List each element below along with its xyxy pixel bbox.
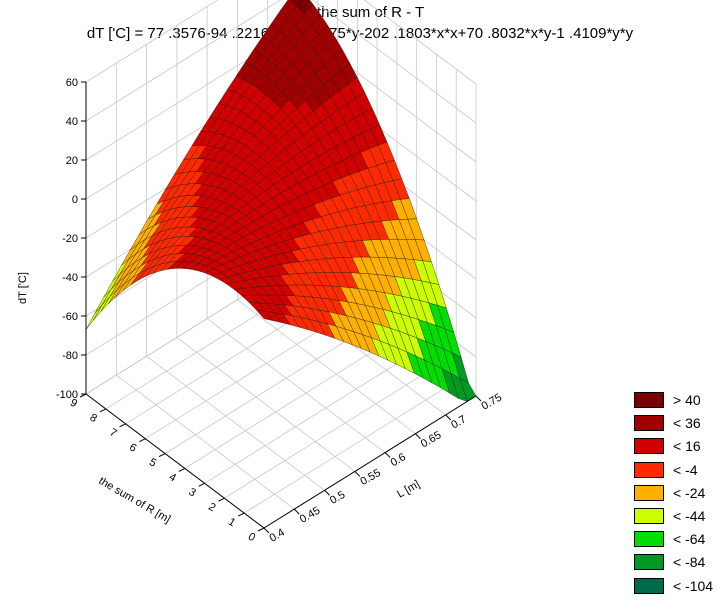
x-tick-label: 0.55 (358, 467, 383, 488)
legend-item: < -64 (634, 527, 720, 550)
surface-mesh (85, 0, 477, 402)
y-tick-label: 3 (187, 486, 198, 499)
legend-item: < -104 (634, 574, 720, 597)
legend-item: < 16 (634, 434, 720, 457)
z-axis-label: dT ['C] (17, 272, 29, 304)
legend-swatch (634, 392, 664, 408)
legend-label: < 16 (673, 438, 701, 455)
z-tick-label: -100 (56, 389, 78, 401)
legend-swatch (634, 531, 664, 548)
surface-patch (85, 304, 103, 330)
legend-item: < 36 (634, 411, 720, 434)
x-axis-label: L [m] (395, 478, 422, 500)
y-tick-mark (178, 467, 186, 472)
legend-item: < -24 (634, 481, 720, 504)
y-tick-label: 2 (206, 501, 217, 514)
axis-ticks: 0.40.450.50.550.60.650.70.75012345678960… (56, 77, 504, 545)
legend-item: < -84 (634, 550, 720, 573)
legend-item: < -44 (634, 504, 720, 527)
surface-patch (93, 296, 110, 321)
legend-label: < -104 (673, 577, 714, 594)
y-tick-mark (139, 438, 146, 443)
x-tick-label: 0.7 (449, 413, 468, 431)
legend: > 40 < 36 < 16 < -4 < -24 < -44 < -64 < -84 < -1… (634, 388, 720, 597)
legend-swatch (634, 484, 664, 501)
legend-swatch (634, 461, 664, 478)
y-tick-label: 9 (68, 397, 79, 410)
z-tick-label: 0 (72, 194, 78, 206)
x-tick-mark (324, 489, 330, 496)
legend-item: > 40 (634, 388, 720, 411)
legend-label: > 40 (673, 392, 701, 408)
y-tick-mark (158, 453, 166, 458)
y-tick-label: 0 (246, 531, 257, 544)
x-tick-mark (415, 433, 421, 440)
legend-swatch (634, 554, 664, 571)
z-tick-label: -80 (62, 350, 78, 362)
legend-swatch (634, 507, 664, 524)
y-tick-label: 7 (107, 426, 118, 439)
y-tick-label: 8 (88, 412, 99, 425)
y-tick-mark (198, 482, 205, 487)
legend-label: < -64 (673, 531, 706, 548)
y-axis-line (85, 393, 265, 529)
x-tick-mark (445, 414, 452, 421)
x-tick-label: 0.6 (389, 451, 408, 469)
legend-item: < -4 (634, 458, 720, 481)
legend-label: < -44 (673, 507, 706, 524)
y-tick-mark (218, 497, 225, 502)
y-tick-label: 6 (127, 441, 138, 454)
x-tick-label: 0.5 (328, 489, 347, 507)
x-tick-mark (354, 471, 361, 477)
chart-equation: dT ['C] = 77 .3576-94 .2216*x-23 .8775*y… (86, 25, 634, 42)
legend-label: < 36 (673, 415, 701, 432)
legend-label: < -4 (673, 461, 698, 478)
x-tick-label: 0.4 (268, 527, 287, 545)
y-tick-label: 4 (167, 471, 178, 484)
x-tick-mark (263, 527, 270, 534)
x-axis-line (263, 395, 477, 529)
surface-patch (255, 309, 274, 321)
z-tick-label: 40 (66, 116, 78, 128)
y-tick-mark (119, 423, 126, 428)
y-tick-label: 1 (226, 516, 237, 529)
y-axis-label: the sum of R [m] (97, 475, 173, 526)
legend-label: < -84 (673, 554, 706, 571)
y-tick-mark (99, 408, 107, 413)
y-tick-mark (257, 527, 265, 532)
y-tick-label: 5 (147, 456, 158, 469)
legend-swatch (634, 415, 664, 432)
z-tick-label: -60 (62, 311, 78, 323)
x-tick-mark (384, 452, 391, 458)
x-tick-mark (293, 508, 300, 515)
legend-label: < -24 (673, 484, 706, 501)
z-tick-label: -40 (62, 272, 78, 284)
z-tick-label: -20 (62, 233, 78, 245)
x-tick-mark (475, 395, 482, 402)
z-tick-label: 20 (66, 155, 78, 167)
z-tick-label: 60 (66, 77, 78, 89)
chart-title: L - the sum of R - T (295, 4, 425, 21)
x-tick-label: 0.65 (419, 429, 444, 450)
x-tick-label: 0.75 (480, 391, 505, 412)
y-tick-mark (237, 512, 245, 517)
x-tick-label: 0.45 (298, 505, 323, 526)
legend-swatch (634, 577, 664, 594)
legend-swatch (634, 438, 664, 455)
